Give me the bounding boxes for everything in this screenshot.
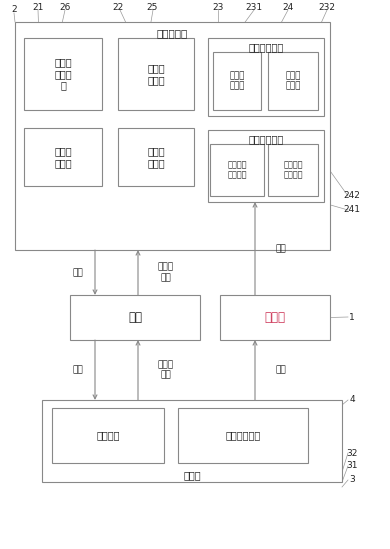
Bar xyxy=(15,22,330,250)
Bar xyxy=(52,408,164,463)
Bar xyxy=(24,128,102,186)
Bar xyxy=(213,52,261,110)
Bar xyxy=(42,400,342,482)
Text: 21: 21 xyxy=(32,3,44,12)
Bar xyxy=(208,38,324,116)
Text: 请求: 请求 xyxy=(275,244,286,253)
Text: 2: 2 xyxy=(11,5,17,14)
Bar xyxy=(220,295,330,340)
Text: 大数据平台: 大数据平台 xyxy=(157,28,188,38)
Text: 242: 242 xyxy=(344,192,360,200)
Text: 网络: 网络 xyxy=(128,311,142,324)
Text: 二维码: 二维码 xyxy=(264,311,285,324)
Text: 公开信息模块: 公开信息模块 xyxy=(248,42,284,52)
Text: 231: 231 xyxy=(245,3,262,12)
Text: 专有信息模块: 专有信息模块 xyxy=(248,134,284,144)
Text: 232: 232 xyxy=(319,3,335,12)
Bar xyxy=(268,144,318,196)
Text: 32: 32 xyxy=(346,449,358,457)
Text: 241: 241 xyxy=(344,205,360,215)
Text: 请求: 请求 xyxy=(275,366,286,374)
Bar xyxy=(178,408,308,463)
Text: 24: 24 xyxy=(282,3,294,12)
Text: 用户端: 用户端 xyxy=(183,470,201,480)
Text: 4: 4 xyxy=(349,395,355,405)
Text: 种养信
息单元: 种养信 息单元 xyxy=(285,71,301,91)
Text: 请求、
信息: 请求、 信息 xyxy=(158,263,174,282)
Bar xyxy=(268,52,318,110)
Text: 23: 23 xyxy=(212,3,224,12)
Text: 3: 3 xyxy=(349,475,355,485)
Text: 独立查
询模块: 独立查 询模块 xyxy=(54,146,72,168)
Bar xyxy=(118,128,194,186)
Text: 22: 22 xyxy=(112,3,124,12)
Bar xyxy=(208,130,324,202)
Text: 养护计划
生成单元: 养护计划 生成单元 xyxy=(227,160,247,180)
Text: 25: 25 xyxy=(146,3,158,12)
Bar xyxy=(70,295,200,340)
Text: 定位模块: 定位模块 xyxy=(96,430,120,440)
Bar xyxy=(118,38,194,110)
Text: 养护计划
跟踪单元: 养护计划 跟踪单元 xyxy=(283,160,303,180)
Bar xyxy=(24,38,102,110)
Text: 电子地图模块: 电子地图模块 xyxy=(225,430,261,440)
Text: 基础信
息单元: 基础信 息单元 xyxy=(229,71,245,91)
Text: 1: 1 xyxy=(349,312,355,322)
Text: 信息: 信息 xyxy=(73,366,83,374)
Text: 信息: 信息 xyxy=(73,268,83,277)
Text: 二维码
存储模
块: 二维码 存储模 块 xyxy=(54,58,72,91)
Text: 保密信
息模块: 保密信 息模块 xyxy=(147,146,165,168)
Text: 31: 31 xyxy=(346,462,358,470)
Text: 用户账
户模块: 用户账 户模块 xyxy=(147,63,165,85)
Text: 26: 26 xyxy=(59,3,71,12)
Bar xyxy=(210,144,264,196)
Text: 请求、
信息: 请求、 信息 xyxy=(158,360,174,380)
